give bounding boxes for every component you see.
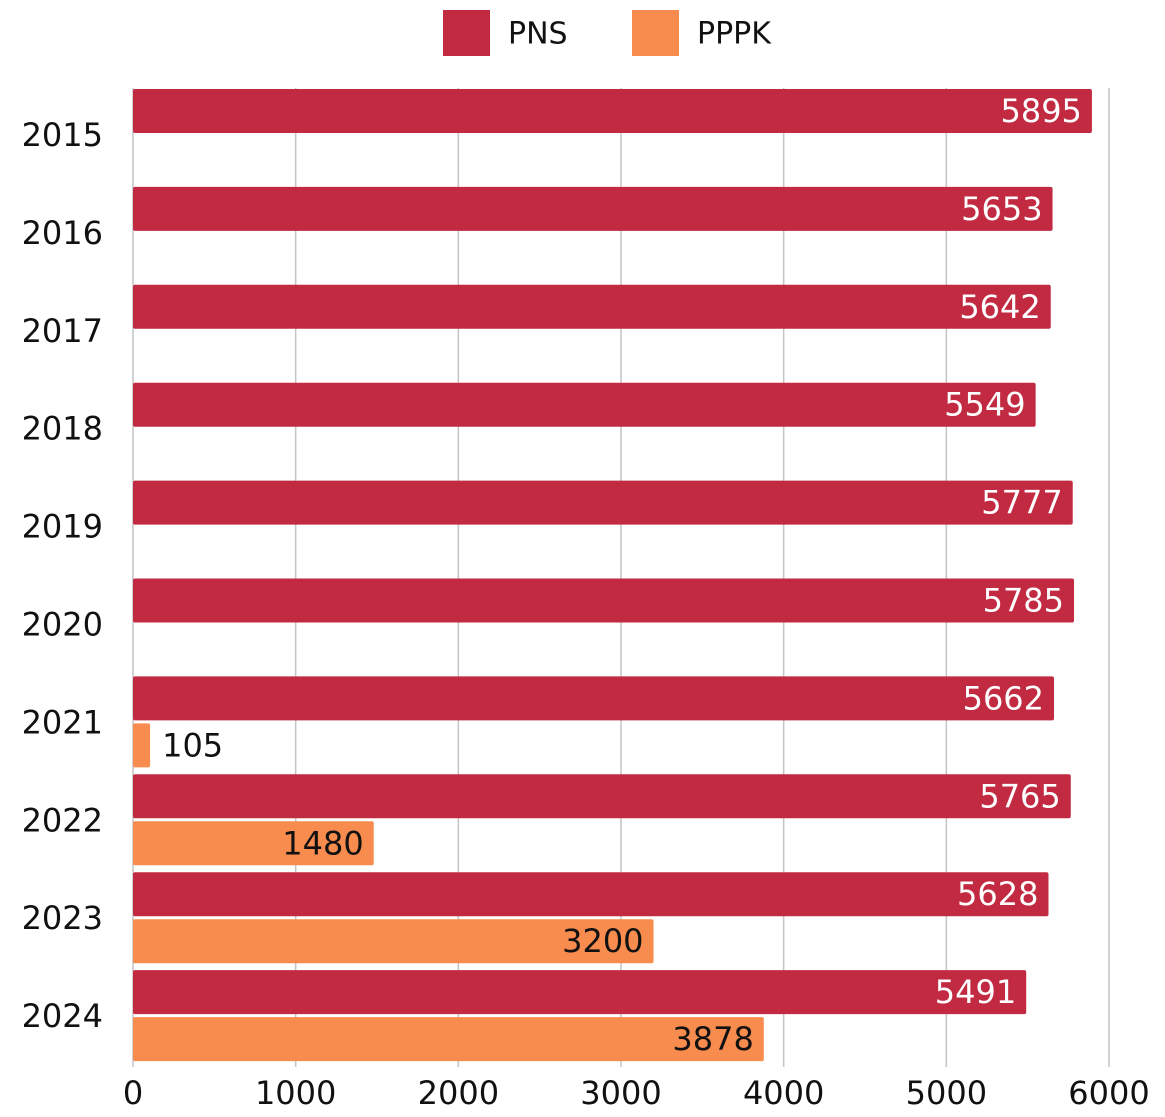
x-tick-label: 3000 xyxy=(580,1074,661,1112)
x-tick-label: 1000 xyxy=(255,1074,336,1112)
x-tick-label: 4000 xyxy=(743,1074,824,1112)
bar xyxy=(133,872,1049,917)
bar xyxy=(133,284,1051,329)
data-label: 5642 xyxy=(959,288,1040,326)
bar xyxy=(133,821,374,866)
legend-swatch xyxy=(443,10,490,56)
legend-label: PNS xyxy=(508,17,568,52)
data-label: 105 xyxy=(162,726,223,764)
x-tick-label: 6000 xyxy=(1068,1074,1149,1112)
bar xyxy=(133,774,1071,819)
y-tick-label: 2020 xyxy=(22,606,103,644)
data-label: 1480 xyxy=(282,824,363,862)
bar xyxy=(133,676,1055,721)
bar xyxy=(133,89,1092,133)
data-label: 5765 xyxy=(979,777,1060,815)
bar xyxy=(133,970,1027,1015)
bar xyxy=(133,578,1075,623)
y-tick-label: 2021 xyxy=(22,703,103,741)
x-tick-label: 0 xyxy=(123,1074,143,1112)
bar xyxy=(133,382,1036,427)
bar xyxy=(133,480,1073,525)
data-label: 5628 xyxy=(957,875,1038,913)
data-label: 5777 xyxy=(981,484,1062,522)
x-tick-label: 2000 xyxy=(418,1074,499,1112)
bar xyxy=(133,1017,764,1062)
y-tick-label: 2018 xyxy=(22,410,103,448)
data-label: 3200 xyxy=(562,922,643,960)
y-tick-label: 2024 xyxy=(22,997,103,1035)
x-tick-label: 5000 xyxy=(906,1074,987,1112)
data-label: 5549 xyxy=(944,386,1025,424)
legend-label: PPPK xyxy=(697,17,772,52)
y-tick-label: 2022 xyxy=(22,801,103,839)
y-tick-label: 2016 xyxy=(22,214,103,252)
y-tick-label: 2017 xyxy=(22,312,103,350)
data-label: 5895 xyxy=(1000,92,1081,130)
data-label: 5662 xyxy=(963,679,1044,717)
data-label: 5785 xyxy=(983,582,1064,620)
bar xyxy=(133,919,654,964)
data-label: 3878 xyxy=(672,1020,753,1058)
data-label: 5653 xyxy=(961,190,1042,228)
bar xyxy=(133,186,1053,231)
legend-swatch xyxy=(632,10,679,56)
y-tick-label: 2019 xyxy=(22,508,103,546)
data-label: 5491 xyxy=(935,973,1016,1011)
y-tick-label: 2023 xyxy=(22,899,103,937)
y-tick-label: 2015 xyxy=(22,116,103,154)
bar xyxy=(133,723,151,768)
